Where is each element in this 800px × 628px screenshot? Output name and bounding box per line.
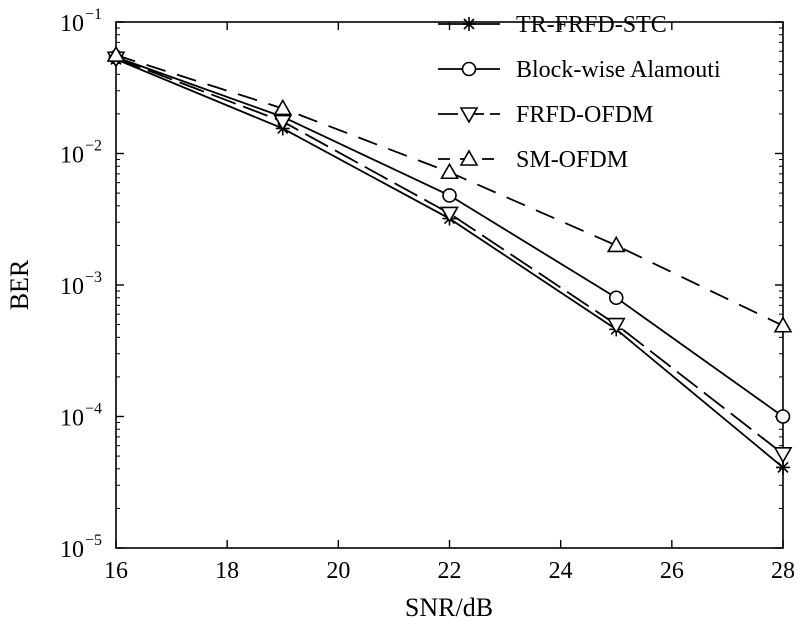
y-tick-label-base: 10 <box>60 274 84 300</box>
data-point-sm-ofdm <box>606 235 626 253</box>
data-point-block-wise-alamouti <box>775 409 791 424</box>
x-tick-label: 28 <box>771 558 795 584</box>
legend-marker-tr-frfd-stc <box>462 17 476 31</box>
series-block-wise-alamouti <box>108 49 791 424</box>
legend-label-tr-frfd-stc: TR-FRFD-STC <box>516 12 667 38</box>
series-tr-frfd-stc <box>109 52 790 475</box>
data-series <box>106 45 793 475</box>
y-tick-label-exponent: −2 <box>85 138 102 155</box>
y-tick-label-exponent: −1 <box>85 6 102 23</box>
x-tick-label: 16 <box>104 558 128 584</box>
legend-label-frfd-ofdm: FRFD-OFDM <box>516 102 653 128</box>
x-tick-label: 24 <box>549 558 573 584</box>
x-tick-label: 22 <box>438 558 462 584</box>
data-point-frfd-ofdm <box>440 206 459 224</box>
legend-item-frfd-ofdm: FRFD-OFDM <box>438 102 653 128</box>
y-tick-label-base: 10 <box>60 537 84 563</box>
y-axis-title: BER <box>5 259 34 310</box>
legend: TR-FRFD-STC Block-wise Alamouti FRFD-OFDM S… <box>438 12 721 173</box>
y-tick-label: 10 −2 <box>60 138 102 169</box>
y-tick-label: 10 −3 <box>60 269 102 300</box>
data-point-sm-ofdm <box>106 45 126 62</box>
legend-item-sm-ofdm: SM-OFDM <box>438 147 628 173</box>
legend-marker-sm-ofdm <box>459 149 479 166</box>
y-tick-label-base: 10 <box>60 143 84 169</box>
y-tick-label-exponent: −3 <box>85 269 102 286</box>
y-tick-label-exponent: −5 <box>85 532 102 549</box>
y-tick-label: 10 −4 <box>60 401 102 432</box>
data-point-frfd-ofdm <box>273 114 293 132</box>
data-point-block-wise-alamouti <box>442 188 457 203</box>
series-line-tr-frfd-stc <box>115 58 784 469</box>
y-tick-label-base: 10 <box>60 406 84 432</box>
legend-marker-block-wise-alamouti <box>461 61 477 77</box>
star-marker-stroke <box>463 18 475 30</box>
y-tick-label: 10 −1 <box>60 6 102 37</box>
x-tick-label: 26 <box>660 558 684 584</box>
y-tick-label-exponent: −4 <box>85 401 102 418</box>
y-tick-label-base: 10 <box>60 11 84 37</box>
data-point-frfd-ofdm <box>773 447 793 464</box>
legend-item-tr-frfd-stc: TR-FRFD-STC <box>438 12 667 38</box>
data-point-frfd-ofdm <box>606 317 626 335</box>
data-point-block-wise-alamouti <box>608 290 624 306</box>
series-sm-ofdm <box>106 45 793 333</box>
series-line-block-wise-alamouti <box>115 56 784 418</box>
y-tick-label: 10 −5 <box>60 532 102 563</box>
x-tick-label: 20 <box>326 558 350 584</box>
x-axis-title: SNR/dB <box>405 593 493 622</box>
data-point-sm-ofdm <box>773 316 793 333</box>
legend-marker-frfd-ofdm <box>459 107 479 124</box>
data-point-sm-ofdm <box>273 98 293 116</box>
star-marker-stroke <box>777 461 789 473</box>
data-point-sm-ofdm <box>440 162 459 180</box>
legend-item-block-wise-alamouti: Block-wise Alamouti <box>438 57 721 83</box>
series-line-frfd-ofdm <box>115 57 784 455</box>
legend-label-sm-ofdm: SM-OFDM <box>516 147 628 173</box>
legend-label-block-wise-alamouti: Block-wise Alamouti <box>516 57 721 83</box>
x-tick-label: 18 <box>215 558 239 584</box>
